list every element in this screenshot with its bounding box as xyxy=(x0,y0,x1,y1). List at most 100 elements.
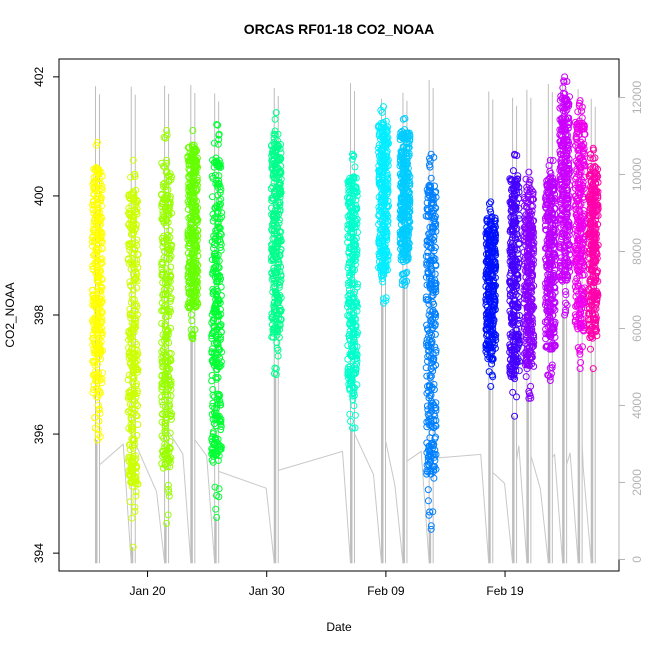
data-point xyxy=(131,397,139,405)
data-point xyxy=(93,138,101,146)
data-point xyxy=(217,426,225,434)
data-point xyxy=(216,244,224,251)
data-point xyxy=(272,371,280,379)
data-point xyxy=(273,331,281,339)
data-point xyxy=(210,139,218,147)
data-point xyxy=(271,187,279,195)
data-point xyxy=(165,492,173,500)
data-point xyxy=(95,406,103,414)
data-point xyxy=(94,426,102,433)
data-point xyxy=(215,416,223,424)
data-point xyxy=(271,282,279,290)
data-series xyxy=(267,109,285,379)
data-point xyxy=(212,158,220,166)
data-point xyxy=(215,441,223,449)
data-point xyxy=(184,302,192,310)
data-point xyxy=(93,325,101,333)
data-point xyxy=(162,426,170,434)
data-point xyxy=(96,345,104,353)
data-point xyxy=(93,301,101,308)
data-point xyxy=(94,220,102,227)
data-point xyxy=(351,411,359,419)
data-point xyxy=(273,299,281,307)
data-point xyxy=(166,429,174,437)
data-point xyxy=(130,216,137,224)
data-point xyxy=(188,289,196,297)
data-point xyxy=(217,445,225,453)
data-point xyxy=(215,157,223,165)
data-point xyxy=(269,256,277,263)
data-point xyxy=(187,326,195,334)
data-point xyxy=(210,287,218,295)
data-point xyxy=(209,210,217,218)
data-point xyxy=(189,157,197,165)
data-point xyxy=(161,423,169,430)
data-point xyxy=(185,278,193,286)
data-point xyxy=(214,340,222,348)
data-point xyxy=(424,497,432,505)
data-point xyxy=(165,275,173,283)
data-point xyxy=(186,167,194,175)
data-point xyxy=(132,268,140,276)
data-point xyxy=(189,335,197,343)
data-point xyxy=(211,483,219,491)
data-point xyxy=(128,466,136,474)
data-point xyxy=(126,211,133,219)
data-point xyxy=(160,133,168,141)
data-point xyxy=(131,173,139,181)
data-point xyxy=(209,446,217,454)
data-point xyxy=(208,172,216,180)
data-point xyxy=(95,335,103,343)
data-point xyxy=(275,174,283,182)
data-point xyxy=(159,410,167,418)
data-series xyxy=(556,73,574,319)
data-point xyxy=(275,260,282,268)
data-point xyxy=(124,256,132,264)
data-point xyxy=(97,317,105,325)
data-point xyxy=(128,416,136,424)
data-point xyxy=(210,304,218,312)
data-point xyxy=(95,179,102,187)
altitude-trace-line xyxy=(581,442,592,564)
data-point xyxy=(93,393,100,401)
data-point xyxy=(131,508,139,515)
data-point xyxy=(129,286,137,294)
data-point xyxy=(273,157,281,165)
data-point xyxy=(130,229,138,237)
data-point xyxy=(271,131,279,139)
data-point xyxy=(190,258,198,266)
data-point xyxy=(163,160,171,167)
data-point xyxy=(191,180,199,188)
data-point xyxy=(90,184,98,191)
altitude-trace-line xyxy=(168,431,192,564)
data-point xyxy=(189,332,197,340)
data-point xyxy=(212,332,220,340)
data-point xyxy=(161,320,169,328)
data-point xyxy=(187,311,195,319)
data-point xyxy=(191,274,199,282)
altitude-trace-line xyxy=(566,452,579,564)
data-point xyxy=(210,244,217,252)
data-point xyxy=(127,299,135,306)
data-point xyxy=(268,270,276,278)
data-point xyxy=(92,244,100,252)
data-point xyxy=(166,365,173,373)
data-point xyxy=(133,311,141,319)
data-point xyxy=(214,121,222,129)
data-point xyxy=(126,310,134,318)
data-point xyxy=(209,269,217,276)
data-point xyxy=(98,324,106,332)
data-point xyxy=(93,318,101,326)
data-point xyxy=(208,349,216,357)
data-point xyxy=(158,261,166,268)
data-point xyxy=(346,410,354,418)
data-point xyxy=(162,234,170,242)
data-point xyxy=(214,288,222,295)
data-point xyxy=(187,258,195,266)
data-point xyxy=(133,236,141,244)
altitude-trace-line xyxy=(433,453,490,564)
data-point xyxy=(213,375,221,383)
data-point xyxy=(130,212,138,220)
data-point xyxy=(97,259,105,267)
data-point xyxy=(184,205,192,213)
